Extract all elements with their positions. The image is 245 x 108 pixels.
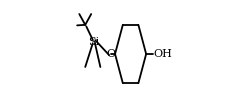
Text: OH: OH <box>154 49 172 59</box>
Text: O: O <box>106 49 115 59</box>
Text: Si: Si <box>88 37 99 47</box>
